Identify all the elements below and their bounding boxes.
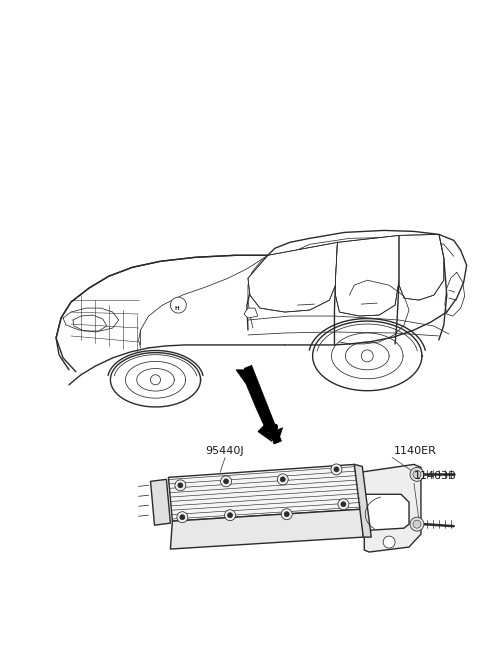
Polygon shape — [236, 370, 272, 430]
Circle shape — [410, 468, 424, 481]
Circle shape — [284, 512, 289, 517]
Circle shape — [221, 476, 231, 487]
Polygon shape — [258, 424, 272, 441]
Circle shape — [341, 502, 346, 507]
Circle shape — [180, 515, 185, 519]
Polygon shape — [336, 235, 399, 316]
Polygon shape — [170, 509, 363, 549]
Text: 95440J: 95440J — [205, 447, 244, 457]
Circle shape — [383, 536, 395, 548]
Circle shape — [280, 477, 285, 482]
Circle shape — [338, 498, 349, 510]
Polygon shape — [399, 234, 444, 300]
Circle shape — [281, 509, 292, 519]
Polygon shape — [264, 428, 283, 443]
Text: 1140ER: 1140ER — [394, 447, 437, 457]
Circle shape — [224, 479, 228, 484]
Circle shape — [334, 467, 339, 472]
Circle shape — [277, 474, 288, 485]
Polygon shape — [248, 242, 337, 312]
Polygon shape — [168, 464, 361, 521]
Polygon shape — [244, 365, 281, 444]
Circle shape — [178, 483, 183, 488]
Polygon shape — [360, 464, 421, 552]
Polygon shape — [244, 308, 258, 318]
Circle shape — [170, 297, 186, 313]
Circle shape — [228, 513, 232, 517]
Circle shape — [177, 512, 188, 523]
Circle shape — [410, 517, 424, 531]
Text: H: H — [174, 306, 179, 311]
Circle shape — [331, 464, 342, 475]
Circle shape — [225, 510, 236, 521]
Circle shape — [413, 520, 421, 528]
Text: 11403B: 11403B — [414, 472, 457, 481]
Circle shape — [175, 480, 186, 491]
Circle shape — [413, 470, 421, 478]
Polygon shape — [354, 464, 371, 537]
Polygon shape — [151, 479, 170, 525]
